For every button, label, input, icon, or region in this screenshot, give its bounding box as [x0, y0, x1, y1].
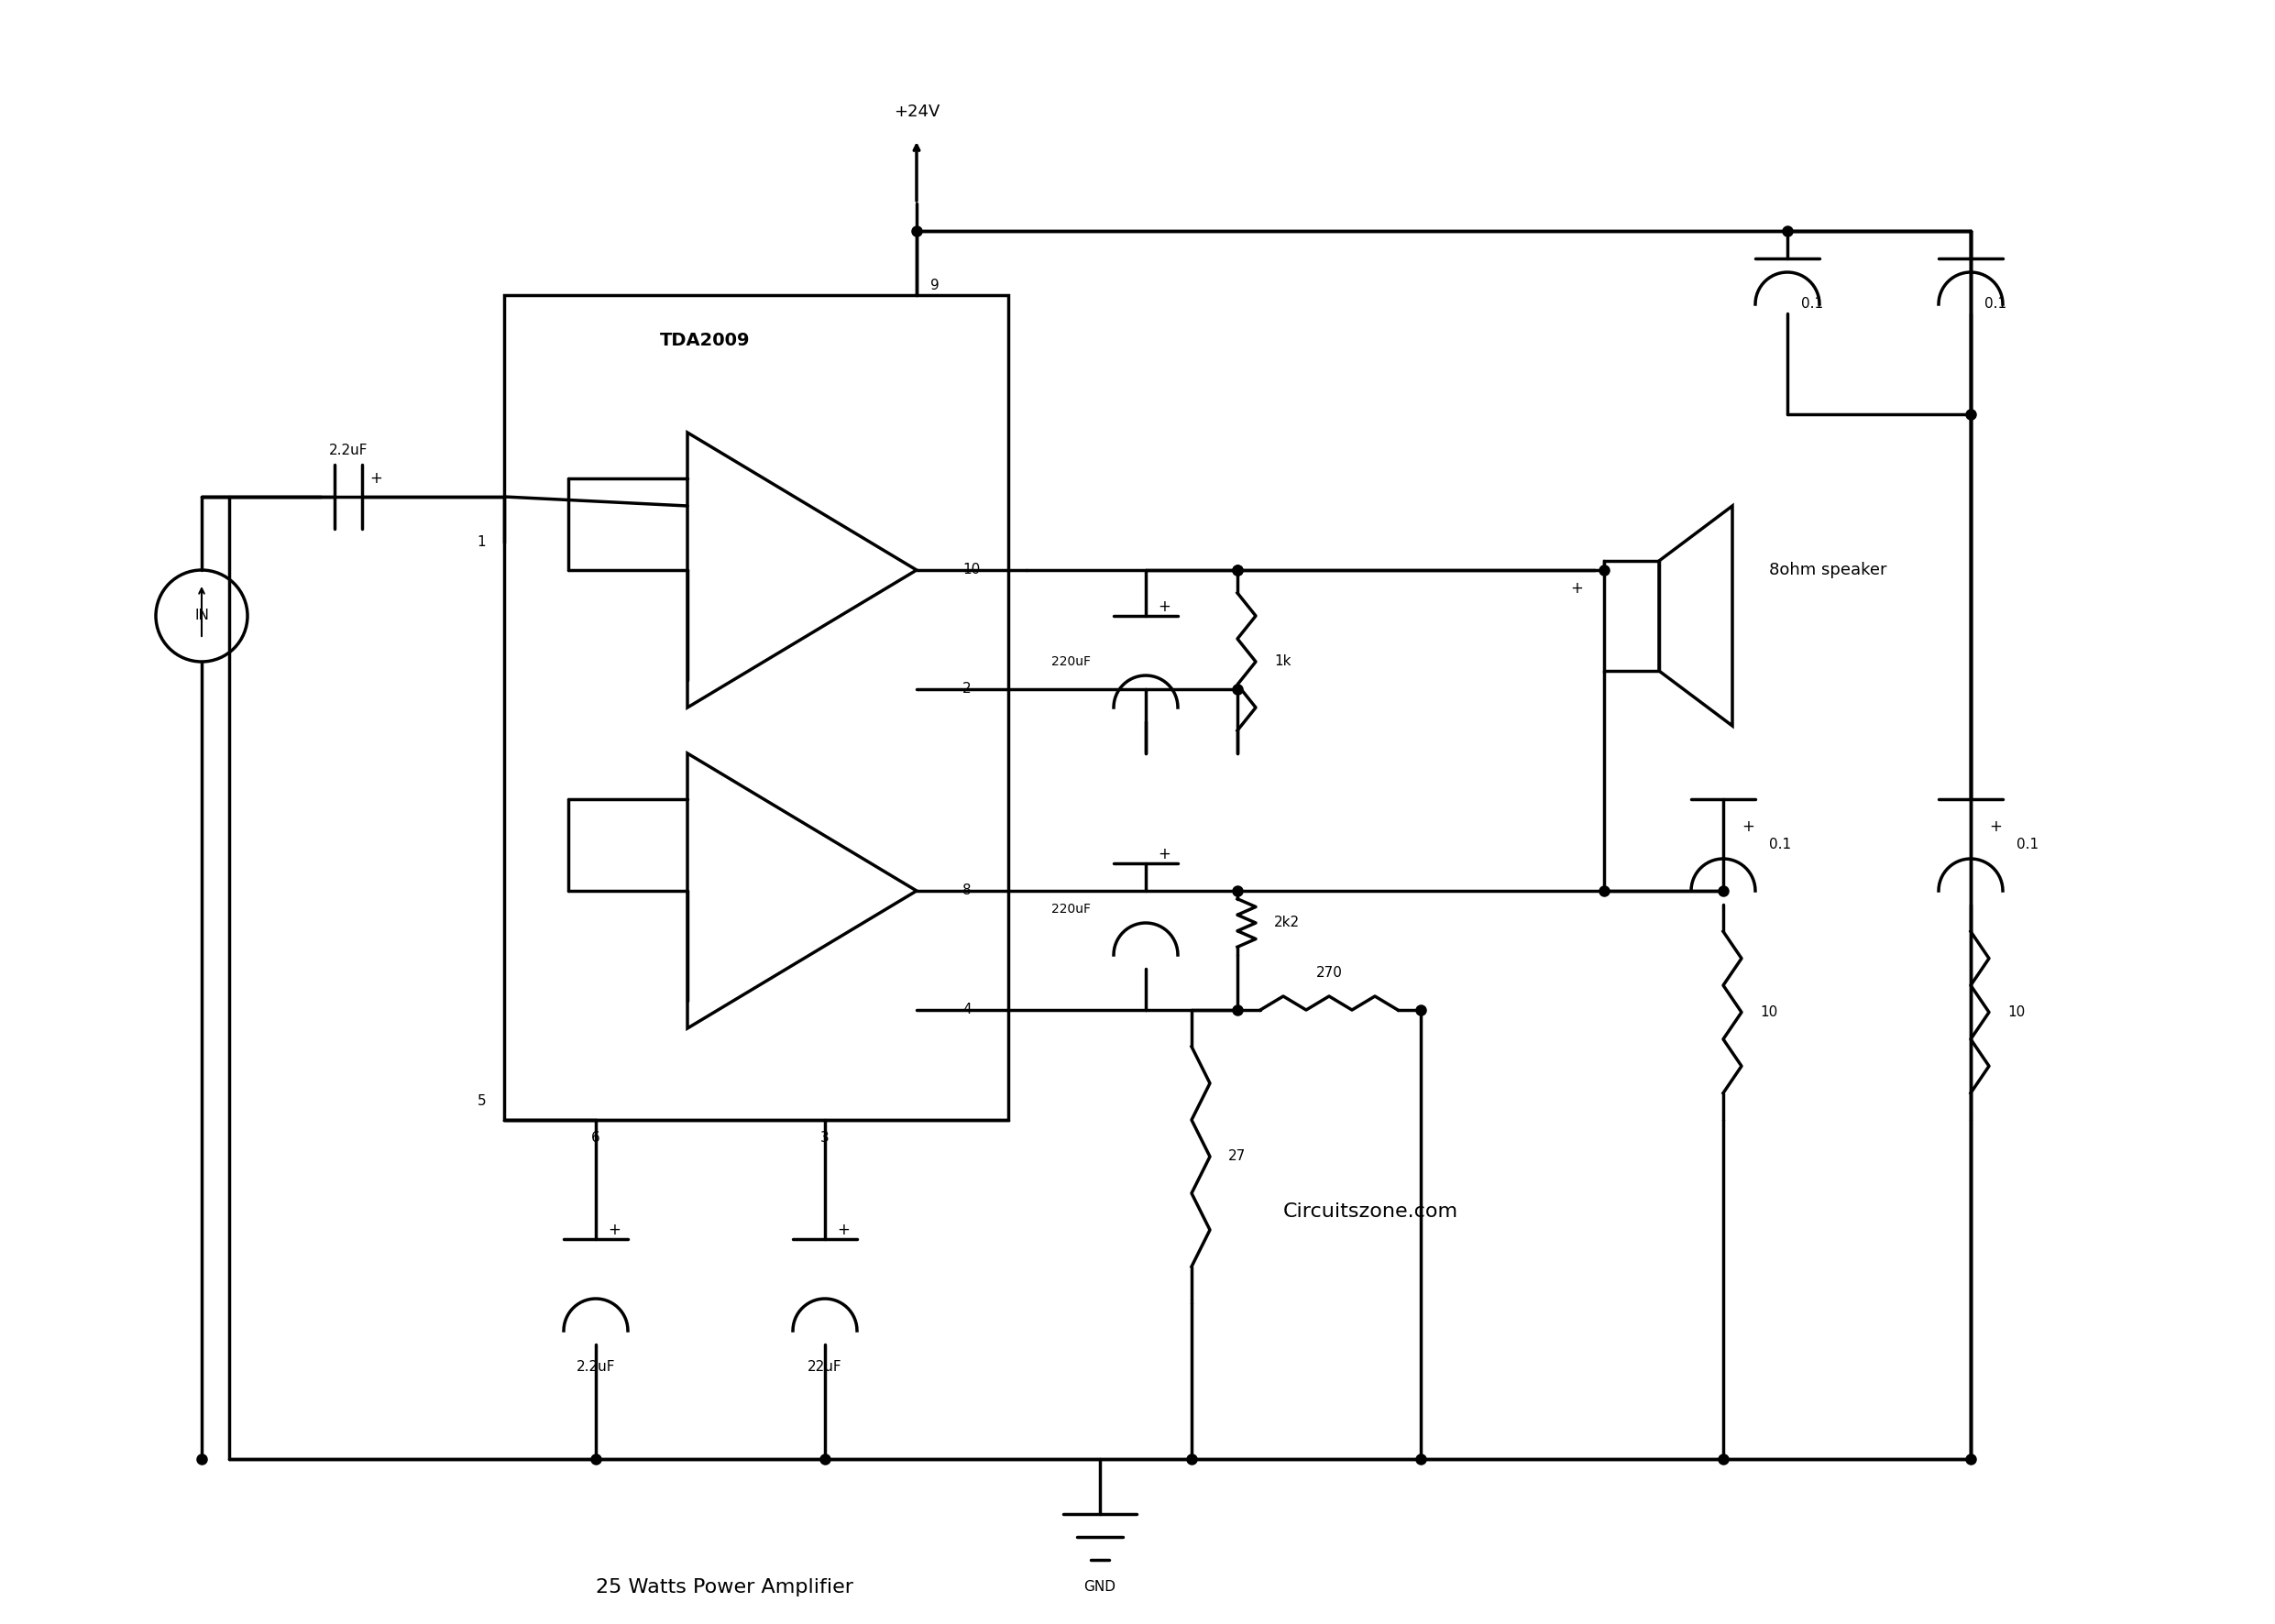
Text: +: +: [1743, 818, 1754, 835]
Text: 5: 5: [478, 1095, 487, 1109]
Text: 10: 10: [2007, 1005, 2025, 1020]
FancyBboxPatch shape: [505, 296, 1008, 1121]
Text: +: +: [1158, 846, 1169, 862]
Text: +: +: [1158, 599, 1169, 615]
Text: 0.1: 0.1: [2016, 838, 2038, 853]
Text: 3: 3: [821, 1132, 830, 1145]
Text: 8ohm speaker: 8ohm speaker: [1770, 562, 1886, 578]
Text: 270: 270: [1315, 966, 1342, 981]
Text: 4: 4: [962, 1004, 971, 1017]
Text: 220uF: 220uF: [1051, 903, 1090, 916]
Text: 8: 8: [962, 883, 971, 898]
Text: IN: IN: [193, 609, 209, 622]
Text: 10: 10: [962, 564, 981, 577]
Text: 1: 1: [478, 536, 487, 549]
Text: 2.2uF: 2.2uF: [576, 1361, 614, 1374]
Text: +: +: [837, 1221, 849, 1237]
Text: GND: GND: [1083, 1580, 1117, 1595]
FancyBboxPatch shape: [1604, 560, 1658, 671]
Text: 0.1: 0.1: [1770, 838, 1790, 853]
Text: +: +: [369, 471, 382, 487]
Text: 2: 2: [962, 682, 971, 697]
Text: +: +: [1988, 818, 2002, 835]
Text: 0.1: 0.1: [1802, 297, 1822, 312]
Text: TDA2009: TDA2009: [660, 333, 751, 349]
Text: +: +: [1570, 580, 1583, 596]
Text: 2k2: 2k2: [1274, 916, 1299, 931]
Text: 220uF: 220uF: [1051, 654, 1090, 667]
Text: 25 Watts Power Amplifier: 25 Watts Power Amplifier: [596, 1579, 853, 1596]
Text: Circuitszone.com: Circuitszone.com: [1283, 1202, 1458, 1221]
Text: +: +: [607, 1221, 621, 1237]
Text: 6: 6: [592, 1132, 601, 1145]
Text: 0.1: 0.1: [1984, 297, 2007, 312]
Text: +24V: +24V: [894, 104, 940, 120]
Text: 2.2uF: 2.2uF: [330, 443, 369, 458]
Text: 9: 9: [930, 279, 940, 292]
Text: 10: 10: [1761, 1005, 1777, 1020]
Text: 22uF: 22uF: [808, 1361, 842, 1374]
Text: 27: 27: [1229, 1150, 1247, 1163]
Text: 1k: 1k: [1274, 654, 1290, 669]
